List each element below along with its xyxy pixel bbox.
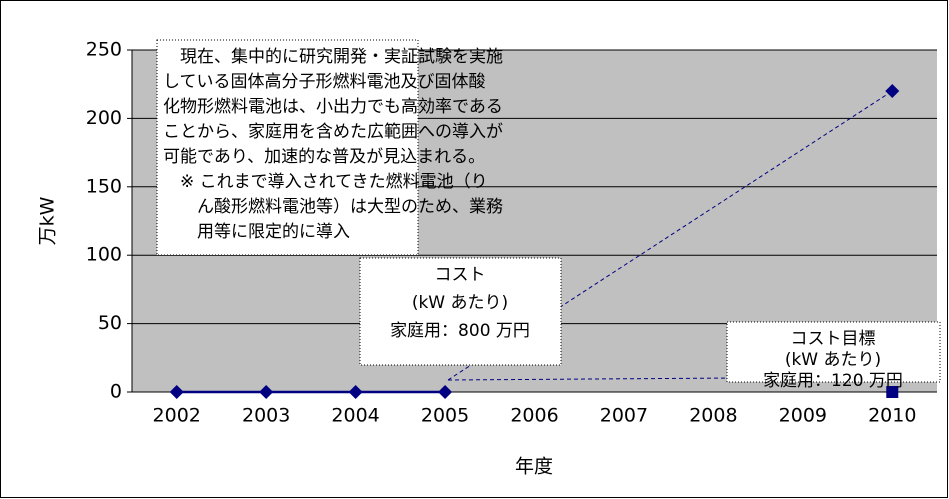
annotation-text: (kW あたり)	[785, 350, 881, 370]
leader-line	[447, 90, 893, 381]
annotation-text: 用等に限定的に導入	[163, 222, 350, 242]
annotation-text: 可能であり、加速的な普及が見込まれる。	[163, 147, 485, 167]
x-tick-label: 2006	[510, 405, 558, 427]
x-tick-label: 2005	[421, 405, 469, 427]
marker	[169, 385, 184, 399]
x-tick-label: 2002	[153, 405, 201, 427]
annotation-text: コスト	[435, 265, 486, 285]
x-tick-label: 2010	[868, 405, 916, 427]
marker	[886, 386, 899, 398]
annotation-text: ※ これまで導入されてきた燃料電池（り	[163, 172, 488, 192]
annotation-text: ん酸形燃料電池等）は大型のため、業務	[163, 197, 503, 217]
annotation-text: 家庭用：800 万円	[390, 321, 530, 341]
y-tick-label: 0	[110, 381, 122, 403]
marker	[348, 385, 363, 399]
y-axis-label: 万kW	[37, 196, 59, 245]
annotation-text: ことから、家庭用を含めた広範囲への導入が	[163, 122, 503, 142]
x-tick-label: 2007	[600, 405, 648, 427]
annotation-box	[726, 321, 941, 383]
y-tick-label: 100	[86, 244, 122, 266]
marker	[438, 385, 453, 399]
annotation-box	[156, 39, 419, 256]
annotation-text: (kW あたり)	[412, 293, 508, 313]
y-tick-label: 200	[86, 107, 122, 129]
marker	[259, 385, 274, 399]
y-tick-label: 150	[86, 175, 122, 197]
annotation-text: 現在、集中的に研究開発・実証試験を実施	[163, 47, 503, 67]
annotation-text: している固体高分子形燃料電池及び固体酸	[163, 72, 486, 92]
annotation-box	[359, 257, 562, 366]
y-tick-label: 50	[98, 312, 122, 334]
annotation-text: コスト目標	[791, 329, 876, 349]
x-axis-label: 年度	[515, 456, 553, 478]
y-tick-label: 250	[86, 39, 122, 61]
x-tick-label: 2003	[242, 405, 290, 427]
marker	[885, 84, 900, 99]
annotation-text: 化物形燃料電池は、小出力でも高効率である	[163, 97, 503, 117]
x-tick-label: 2009	[779, 405, 827, 427]
x-tick-label: 2008	[689, 405, 737, 427]
annotation-text: 家庭用：120 万円	[763, 371, 903, 391]
leader-line	[447, 376, 883, 381]
x-tick-label: 2004	[331, 405, 379, 427]
